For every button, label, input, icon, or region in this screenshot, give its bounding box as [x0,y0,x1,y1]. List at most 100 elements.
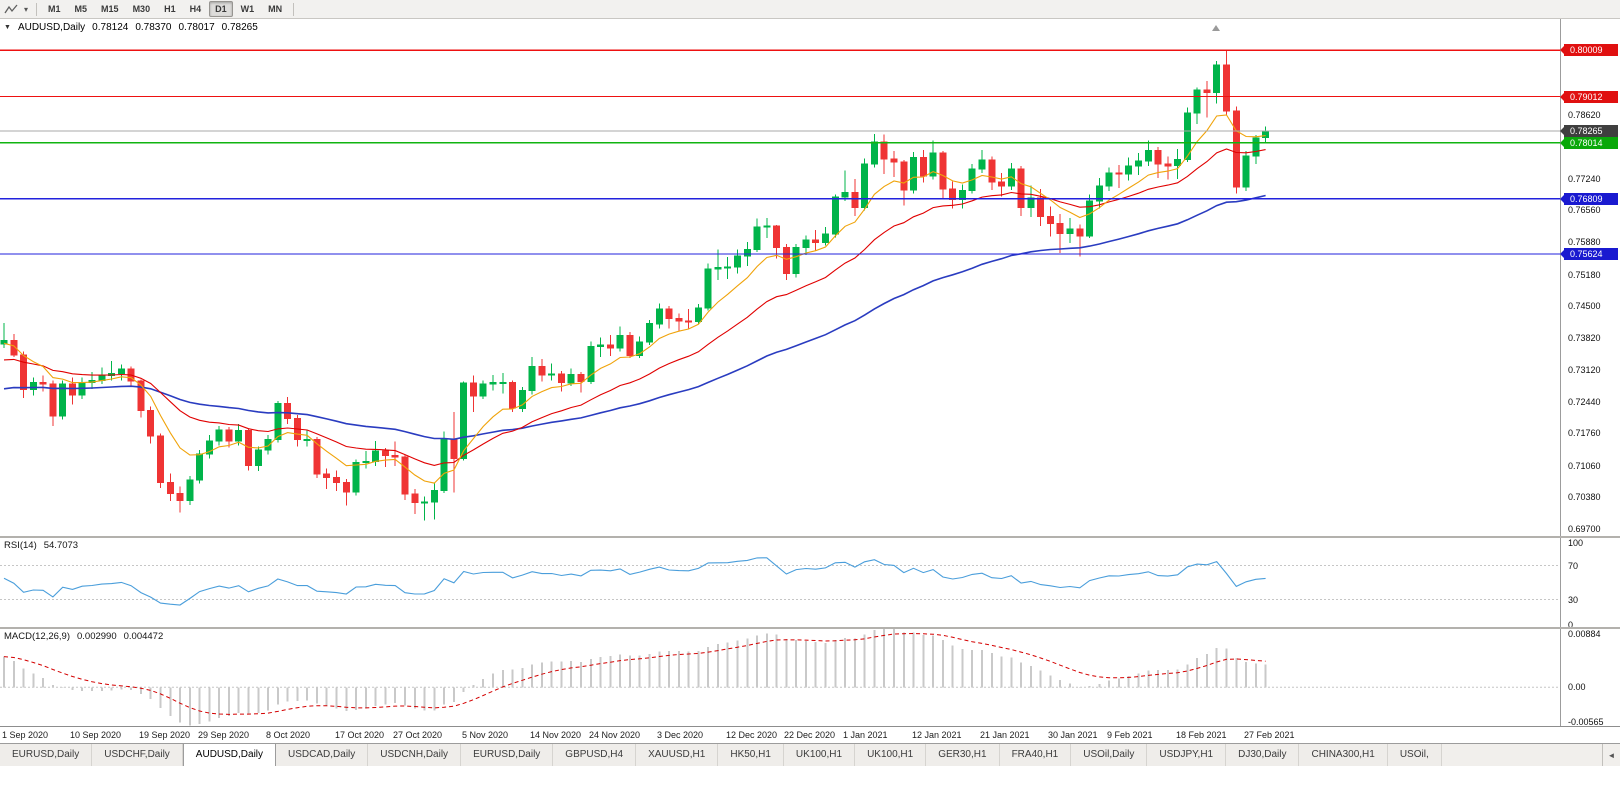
level-price-tag: 0.78014 [1560,136,1618,149]
macd-tick-label: 0.00884 [1568,629,1601,639]
timeframe-buttons: M1 M5 M15 M30 H1 H4 D1 W1 MN [42,1,288,17]
price-tick-label: 0.70380 [1568,492,1601,503]
panel-divider[interactable] [0,627,1620,629]
chart-symbol-label: AUDUSD,Daily [17,22,86,33]
ohlc-close-value: 0.78265 [221,22,258,33]
price-tick-label: 0.73120 [1568,365,1601,376]
ohlc-high-value: 0.78370 [135,22,172,33]
tab-hk50-h1[interactable]: HK50,H1 [718,744,784,766]
date-label: 1 Jan 2021 [843,730,888,740]
date-label: 5 Nov 2020 [462,730,509,740]
timeframe-button-m1[interactable]: M1 [48,4,61,14]
timeframe-button-h1[interactable]: H1 [164,4,176,14]
main-price-axis[interactable]: 0.78620 0.77240 0.76560 0.75880 0.75180 0.745… [1560,19,1620,536]
rsi-indicator-panel[interactable]: RSI(14) 54.7073 [0,538,1560,627]
date-label: 12 Jan 2021 [912,730,962,740]
timeframe-button-d1[interactable]: D1 [209,1,233,17]
tab-dj30-daily[interactable]: DJ30,Daily [1226,744,1300,766]
date-label: 22 Dec 2020 [784,730,836,740]
tab-eurusd-daily[interactable]: EURUSD,Daily [461,744,554,766]
chart-ohlc-title: ▼ AUDUSD,Daily 0.78124 0.78370 0.78017 0… [4,22,258,33]
ohlc-open-value: 0.78124 [92,22,129,33]
rsi-tick-label: 70 [1568,560,1579,571]
date-label: 27 Oct 2020 [393,730,443,740]
price-tick-label: 0.77240 [1568,173,1601,184]
date-label: 14 Nov 2020 [530,730,582,740]
tab-usoil[interactable]: USOil, [1387,744,1442,766]
ma-slow-line [3,194,1266,441]
tab-uk100-h1[interactable]: UK100,H1 [783,744,856,766]
macd-indicator-panel[interactable]: MACD(12,26,9) 0.002990 0.004472 [0,629,1560,726]
price-tag-pointer [1560,194,1564,203]
dropdown-caret-icon[interactable]: ▾ [24,4,29,14]
ohlc-low-value: 0.78017 [178,22,215,33]
level-price-tag: 0.79012 [1560,90,1618,103]
tab-ger30-h1[interactable]: GER30,H1 [926,744,1000,766]
tab-usdcad-daily[interactable]: USDCAD,Daily [276,744,369,766]
tab-fra40-h1[interactable]: FRA40,H1 [999,744,1072,766]
tab-usdjpy-h1[interactable]: USDJPY,H1 [1147,744,1227,766]
tab-china300-h1[interactable]: CHINA300,H1 [1299,744,1388,766]
price-tick-label: 0.72440 [1568,396,1601,407]
price-tick-label: 0.78620 [1568,109,1601,120]
rsi-canvas[interactable] [0,538,1560,627]
level-price-tag: 0.80009 [1560,44,1618,57]
tab-uk100-h1[interactable]: UK100,H1 [855,744,927,766]
tab-gbpusd-h4[interactable]: GBPUSD,H4 [553,744,637,766]
date-label: 9 Feb 2021 [1107,730,1153,740]
price-tag-pointer [1560,127,1564,136]
tab-audusd-daily[interactable]: AUDUSD,Daily [182,744,277,766]
rsi-line [3,557,1266,606]
date-label: 10 Sep 2020 [70,730,122,740]
price-tick-label: 0.73820 [1568,332,1601,343]
date-label: 17 Oct 2020 [335,730,385,740]
timeframe-button-m5[interactable]: M5 [74,4,88,14]
macd-canvas[interactable] [0,629,1560,726]
panel-divider[interactable] [0,536,1620,538]
tab-usdchf-daily[interactable]: USDCHF,Daily [92,744,183,766]
chart-shift-marker[interactable] [1212,25,1220,31]
date-label: 8 Oct 2020 [266,730,311,740]
macd-label: MACD(12,26,9) 0.002990 0.004472 [4,631,163,642]
rsi-tick-label: 30 [1568,594,1579,605]
rsi-axis: 100 70 30 0 [1561,538,1620,630]
macd-tick-label: 0.00 [1568,682,1586,693]
level-price-tag: 0.76809 [1560,192,1618,205]
timeframe-button-h4[interactable]: H4 [189,4,202,14]
toolbar-separator [293,2,295,16]
level-price-tag: 0.75624 [1560,247,1618,260]
macd-main-value: 0.002990 [77,631,117,642]
price-tick-label: 0.74500 [1568,301,1601,312]
toolbar-separator [36,2,38,16]
tab-scroll-left-icon[interactable]: ◄ [1602,744,1620,766]
date-label: 24 Nov 2020 [589,730,641,740]
price-tick-label: 0.71760 [1568,428,1601,439]
main-chart-canvas[interactable] [0,19,1560,536]
tab-usdcnh-daily[interactable]: USDCNH,Daily [368,744,462,766]
macd-signal-line [3,632,1266,715]
price-axis-column[interactable]: 0.78620 0.77240 0.76560 0.75880 0.75180 0.745… [1560,19,1620,727]
tab-usoil-daily[interactable]: USOil,Daily [1071,744,1148,766]
line-chart-tool-icon[interactable] [4,3,20,16]
macd-axis: 0.00884 0.00 -0.00565 [1561,629,1620,727]
date-axis[interactable]: 1 Sep 2020 10 Sep 2020 19 Sep 2020 29 Sep 2… [0,726,1620,743]
ma-mid-line [3,148,1266,466]
timeframe-button-m15[interactable]: M15 [101,4,119,14]
date-label: 21 Jan 2021 [980,730,1030,740]
tab-eurusd-daily[interactable]: EURUSD,Daily [0,744,93,766]
timeframe-button-w1[interactable]: W1 [240,4,255,14]
candlestick-series [0,50,1270,521]
price-tag-pointer [1560,138,1564,147]
tab-list: EURUSD,Daily USDCHF,Daily AUDUSD,Daily USDC… [0,744,1602,766]
timeframe-button-mn[interactable]: MN [268,4,283,14]
price-tick-label: 0.75880 [1568,237,1601,247]
price-tick-label: 0.76560 [1568,205,1601,216]
timeframe-button-m30[interactable]: M30 [132,4,151,14]
one-click-trading-expander-icon[interactable]: ▼ [4,24,11,31]
tab-xauusd-h1[interactable]: XAUUSD,H1 [636,744,719,766]
date-label: 27 Feb 2021 [1244,730,1295,740]
price-tick-label: 0.71060 [1568,460,1601,471]
price-tag-pointer [1560,249,1564,258]
main-chart-panel[interactable]: ▼ AUDUSD,Daily 0.78124 0.78370 0.78017 0… [0,19,1560,536]
